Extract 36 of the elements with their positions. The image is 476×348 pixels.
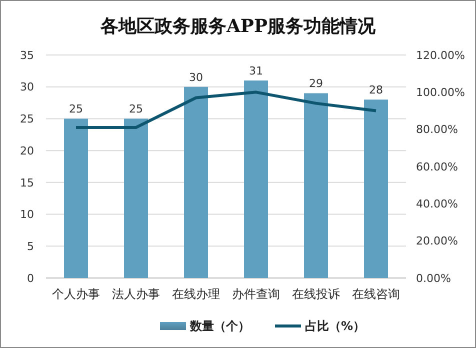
x-tick-label: 在线办理 [172,287,220,301]
y-tick-label: 35 [20,48,34,62]
x-tick-label: 法人办事 [112,287,160,301]
x-tick-label: 办件查询 [232,287,280,301]
x-tick-label: 个人办事 [52,287,100,301]
data-label: 25 [129,102,143,116]
bar [184,86,208,278]
y2-tick-label: 40.00% [416,198,458,211]
y2-tick-label: 60.00% [416,160,458,174]
bar [244,80,268,278]
bar [304,93,328,278]
x-tick-label: 在线咨询 [352,287,400,301]
legend-label: 占比（%） [305,319,366,334]
y2-tick-label: 80.00% [416,123,458,136]
y-tick-label: 25 [20,112,34,126]
y-tick-label: 30 [20,80,34,94]
y-tick-label: 5 [27,240,34,253]
data-label: 28 [369,84,383,97]
bar [124,118,148,278]
y-tick-label: 0 [27,272,34,285]
chart-title: 各地区政务服务APP服务功能情况 [99,16,377,37]
y-tick-label: 10 [20,208,34,222]
y2-tick-label: 0.00% [416,272,451,285]
x-tick-label: 在线投诉 [292,287,340,301]
data-label: 31 [249,64,263,78]
y2-tick-label: 20.00% [416,234,458,248]
bar [364,100,388,278]
y2-tick-label: 120.00% [416,48,465,62]
legend-label: 数量（个） [189,319,250,334]
data-label: 30 [189,70,203,84]
y2-tick-label: 100.00% [416,86,465,100]
y-tick-label: 15 [20,176,34,190]
bar [64,118,88,278]
y-tick-label: 20 [20,144,34,158]
data-label: 29 [309,77,323,90]
data-label: 25 [69,102,83,116]
